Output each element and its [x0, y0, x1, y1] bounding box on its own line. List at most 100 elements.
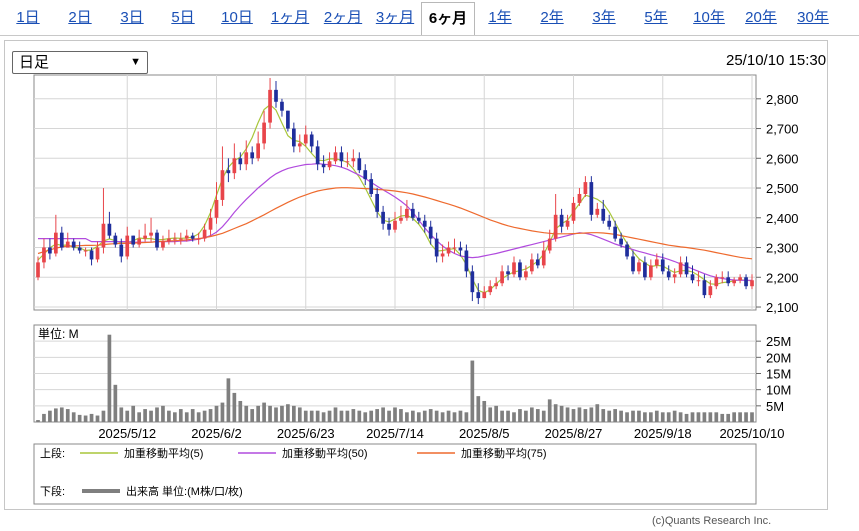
candle-body	[339, 152, 344, 162]
volume-bar	[405, 412, 409, 422]
candle-body	[434, 238, 439, 257]
legend-item-ma5: 加重移動平均(5)	[124, 446, 203, 460]
tab-2d[interactable]: 2日	[68, 9, 92, 26]
tab-3d[interactable]: 3日	[120, 9, 144, 26]
volume-bar	[708, 412, 713, 422]
tab-2y[interactable]: 2年	[540, 9, 564, 26]
volume-bar	[54, 408, 58, 422]
candle-body	[262, 122, 266, 144]
volume-bar	[173, 412, 177, 422]
tab-2m[interactable]: 2ヶ月	[323, 9, 363, 26]
candle-body	[387, 223, 391, 230]
volume-bar	[446, 410, 451, 422]
volume-bar	[416, 412, 421, 422]
candle-body	[565, 220, 570, 227]
period-tabs: 1日 2日 3日 5日 10日 1ヶ月 2ヶ月 3ヶ月 6ヶ月 1年 2年 3年…	[0, 0, 859, 38]
candle-body	[89, 250, 94, 260]
date-tick-label: 2025/8/27	[545, 426, 603, 441]
candle-body	[345, 161, 350, 163]
candle-body	[321, 164, 326, 168]
volume-bar	[244, 405, 249, 422]
date-tick-label: 2025/9/18	[634, 426, 692, 441]
candle-body	[726, 277, 731, 284]
candle-body	[482, 292, 487, 299]
tab-20y[interactable]: 20年	[745, 9, 777, 26]
volume-bar	[464, 412, 469, 422]
candle-body	[107, 223, 112, 236]
candle-period-select[interactable]: 日足 ▼	[12, 51, 148, 74]
candle-body	[678, 262, 683, 275]
candle-body	[577, 193, 582, 203]
volume-bar	[702, 412, 707, 422]
volume-bar	[327, 410, 332, 422]
volume-bar	[660, 412, 665, 422]
tab-1m[interactable]: 1ヶ月	[270, 9, 310, 26]
tab-6m[interactable]: 6ヶ月	[421, 2, 475, 35]
volume-bar	[375, 409, 379, 422]
candle-body	[684, 262, 689, 275]
candle-body	[95, 247, 100, 260]
candle-body	[666, 271, 671, 278]
candle-body	[36, 262, 40, 278]
tab-30y[interactable]: 30年	[797, 9, 829, 26]
volume-bar	[535, 409, 540, 422]
volume-bar	[684, 413, 689, 422]
tab-3m[interactable]: 3ヶ月	[375, 9, 415, 26]
volume-bar	[434, 410, 439, 422]
volume-bar	[440, 412, 445, 422]
volume-bar	[619, 410, 623, 422]
chart-panel	[4, 40, 828, 510]
candle-body	[571, 202, 576, 221]
candle-body	[202, 229, 207, 239]
volume-bar	[672, 410, 677, 422]
volume-tick-label: 5M	[766, 399, 784, 414]
candle-body	[59, 232, 64, 248]
candle-body	[155, 232, 159, 248]
candle-body	[553, 214, 558, 239]
candle-body	[416, 217, 421, 221]
candle-body	[238, 158, 243, 165]
candle-body	[363, 170, 368, 180]
candle-body	[631, 256, 635, 272]
volume-bar	[190, 409, 195, 422]
tab-10d[interactable]: 10日	[221, 9, 253, 26]
volume-bar	[351, 409, 356, 422]
volume-bar	[654, 410, 659, 422]
legend: 上段: 加重移動平均(5) 加重移動平均(50) 加重移動平均(75) 下段: 出来高 単…	[33, 443, 757, 505]
volume-bar	[262, 402, 266, 422]
candle-body	[559, 214, 564, 227]
volume-bar	[565, 407, 570, 422]
candle-body	[125, 235, 130, 257]
volume-bar	[232, 392, 237, 422]
volume-bar	[625, 412, 629, 422]
volume-bar	[48, 410, 52, 422]
candle-body	[500, 271, 504, 284]
tab-5d[interactable]: 5日	[171, 9, 195, 26]
candle-body	[381, 211, 385, 224]
volume-bar	[184, 412, 189, 422]
volume-bar	[381, 407, 385, 422]
candle-body	[446, 247, 451, 254]
tab-5y[interactable]: 5年	[644, 9, 668, 26]
volume-bar	[339, 410, 344, 422]
candle-body	[178, 238, 183, 240]
candle-body	[494, 283, 498, 287]
tab-1d[interactable]: 1日	[16, 9, 40, 26]
tab-1y[interactable]: 1年	[488, 9, 512, 26]
candle-body	[399, 217, 403, 221]
volume-bar	[167, 410, 171, 422]
tab-3y[interactable]: 3年	[592, 9, 616, 26]
candle-body	[547, 238, 552, 251]
candle-body	[708, 286, 713, 296]
volume-bar	[452, 412, 457, 422]
legend-upper-label: 上段:	[40, 446, 65, 460]
price-tick-label: 2,500	[766, 181, 799, 196]
volume-bar	[280, 405, 284, 422]
tab-10y[interactable]: 10年	[693, 9, 725, 26]
legend-item-ma50: 加重移動平均(50)	[282, 446, 368, 460]
volume-bar	[428, 409, 433, 422]
volume-bar	[553, 404, 558, 422]
volume-bar	[458, 410, 463, 422]
price-y-axis: 2,100 2,200 2,300 2,400 2,500 2,600 2,700 2,800	[756, 92, 799, 315]
volume-bar	[750, 412, 754, 422]
